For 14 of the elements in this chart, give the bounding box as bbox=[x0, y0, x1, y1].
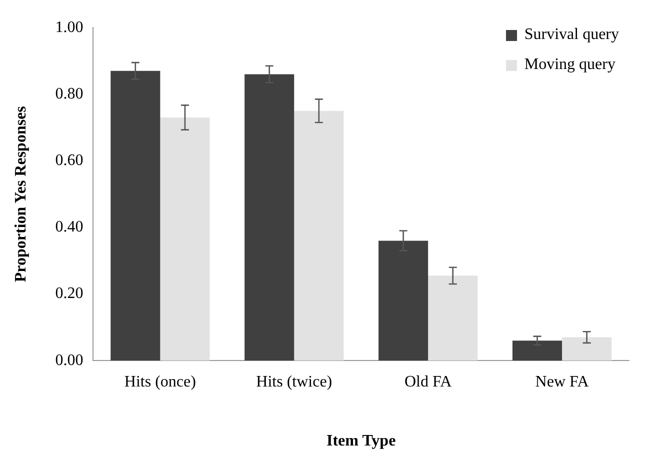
x-tick-label: Old FA bbox=[404, 373, 452, 390]
y-tick-label: 0.40 bbox=[55, 218, 84, 236]
y-tick-label: 1.00 bbox=[55, 18, 84, 36]
x-tick-label: Hits (twice) bbox=[256, 373, 332, 390]
x-tick-label: Hits (once) bbox=[124, 373, 196, 390]
legend-label: Survival query bbox=[524, 26, 619, 44]
y-tick-label: 0.20 bbox=[55, 285, 84, 302]
x-axis-title: Item Type bbox=[326, 432, 396, 450]
y-tick-label: 0.00 bbox=[55, 352, 84, 369]
legend-label: Moving query bbox=[524, 56, 616, 74]
x-tick-label: New FA bbox=[535, 373, 590, 390]
y-axis-title: Proportion Yes Responses bbox=[12, 106, 30, 282]
y-tick-label: 0.80 bbox=[55, 85, 84, 102]
y-tick-label: 0.60 bbox=[55, 152, 84, 170]
